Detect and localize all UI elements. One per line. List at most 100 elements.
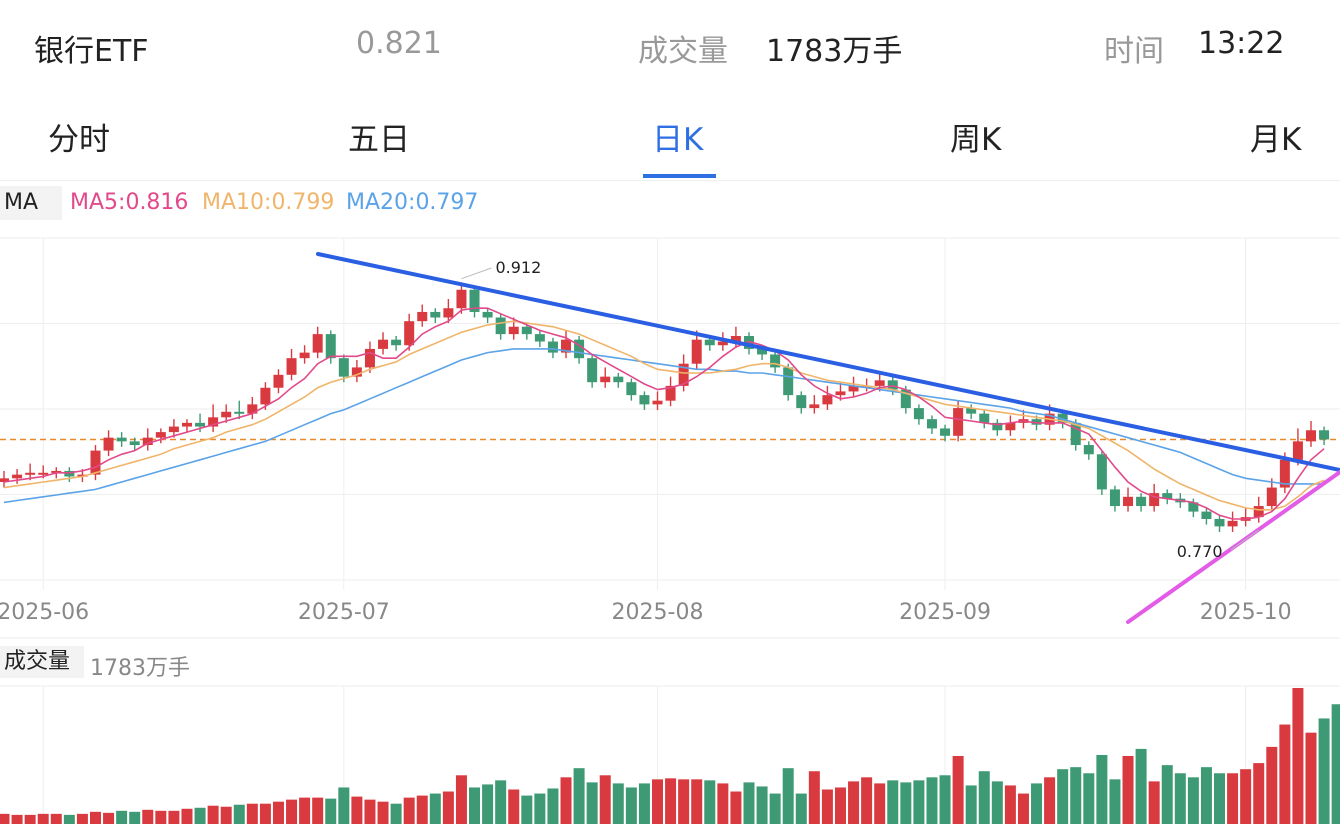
candle-body — [208, 417, 219, 427]
volume-bar — [207, 805, 219, 824]
candle-body — [417, 311, 428, 322]
candle-body — [1057, 413, 1068, 423]
volume-bar — [534, 793, 546, 824]
volume-bar — [181, 808, 193, 824]
volume-bar — [155, 810, 167, 824]
volume-bar — [926, 777, 938, 824]
tab-weekly-k[interactable]: 周K — [950, 122, 1002, 158]
candle-body — [574, 339, 585, 359]
volume-bar — [965, 785, 977, 824]
ma20-label: MA20:0.797 — [346, 190, 479, 215]
volume-bar — [1057, 769, 1069, 824]
volume-bar — [24, 814, 36, 824]
candle-body — [717, 341, 728, 346]
fund-name: 银行ETF — [34, 34, 149, 69]
volume-bar — [717, 783, 729, 824]
ma-tag[interactable]: MA — [0, 186, 62, 220]
candle-body — [678, 363, 689, 386]
candle-body — [926, 419, 937, 429]
volume-bar — [1253, 763, 1265, 824]
volume-bar — [1214, 773, 1226, 824]
volume-bar — [142, 809, 154, 824]
candle-body — [835, 391, 846, 396]
candle-body — [521, 326, 532, 335]
ma5-line — [3, 307, 1325, 520]
volume-bar — [1292, 688, 1304, 824]
volume-bar — [103, 812, 115, 824]
candle-body — [129, 441, 140, 446]
volume-bar — [364, 799, 376, 824]
candle-body — [887, 380, 898, 390]
volume-bar — [508, 789, 520, 824]
high-label-leader — [461, 267, 492, 280]
candle-body — [743, 335, 754, 349]
candle-body — [247, 404, 258, 414]
volume-bar — [834, 787, 846, 824]
candle-body — [1227, 520, 1238, 527]
candle-body — [325, 334, 336, 359]
candle-body — [1070, 422, 1081, 446]
candle-body — [12, 474, 23, 479]
volume-bar — [299, 797, 311, 824]
quote-header: 银行ETF 0.821 成交量 1783万手 时间 13:22 — [0, 0, 1340, 92]
volume-bar — [848, 781, 860, 824]
candle-body — [561, 339, 572, 353]
volume-bar — [625, 787, 637, 824]
candle-body — [103, 437, 114, 451]
volume-bar — [272, 801, 284, 824]
volume-bar — [678, 779, 690, 824]
tab-intraday[interactable]: 分时 — [48, 122, 110, 158]
candle-body — [730, 335, 741, 342]
candle-body — [260, 387, 271, 405]
volume-bar — [1174, 773, 1186, 824]
volume-bar — [482, 784, 494, 824]
candle-body — [1149, 493, 1160, 507]
candle-body — [168, 426, 179, 433]
candle-body — [1292, 441, 1303, 460]
candle-body — [913, 408, 924, 420]
candle-body — [874, 380, 885, 386]
volume-bar — [194, 807, 206, 824]
volume-bar — [756, 786, 768, 824]
candle-body — [378, 339, 389, 349]
volume-bar — [416, 795, 428, 824]
volume-tag[interactable]: 成交量 — [0, 646, 84, 678]
candle-body — [979, 413, 990, 423]
candle-body — [1162, 493, 1173, 499]
candle-body — [456, 289, 467, 309]
candle-body — [391, 339, 402, 346]
volume-bar — [63, 814, 75, 824]
x-tick-label: 2025-07 — [298, 600, 390, 625]
volume-bar — [821, 789, 833, 824]
tab-daily-k[interactable]: 日K — [652, 122, 704, 158]
volume-bar — [442, 791, 454, 824]
volume-bar — [638, 783, 650, 824]
candle-body — [77, 474, 88, 477]
tab-monthly-k[interactable]: 月K — [1250, 122, 1302, 158]
uptrend-line — [1126, 470, 1340, 624]
ma10-line — [3, 320, 1325, 511]
candle-body — [1031, 419, 1042, 425]
period-tabs: 分时 五日 日K 周K 月K — [0, 92, 1340, 181]
tab-five-day[interactable]: 五日 — [348, 122, 410, 158]
volume-bar — [390, 803, 402, 824]
volume-bar — [129, 811, 141, 824]
volume-bar — [455, 775, 467, 824]
candle-body — [443, 308, 454, 318]
volume-bar — [403, 797, 415, 824]
candle-body — [783, 367, 794, 396]
volume-bar — [351, 796, 363, 824]
volume-bar — [1083, 773, 1095, 824]
candle-body — [38, 472, 49, 475]
ma10-label: MA10:0.799 — [202, 190, 335, 215]
candle-body — [234, 411, 245, 414]
volume-bar — [495, 780, 507, 824]
volume-bar — [429, 793, 441, 824]
candle-body — [51, 470, 62, 473]
volume-bar — [1279, 724, 1291, 824]
volume-bar — [0, 813, 10, 824]
candle-body — [665, 385, 676, 401]
candle-body — [1253, 506, 1264, 518]
candle-body — [600, 376, 611, 383]
